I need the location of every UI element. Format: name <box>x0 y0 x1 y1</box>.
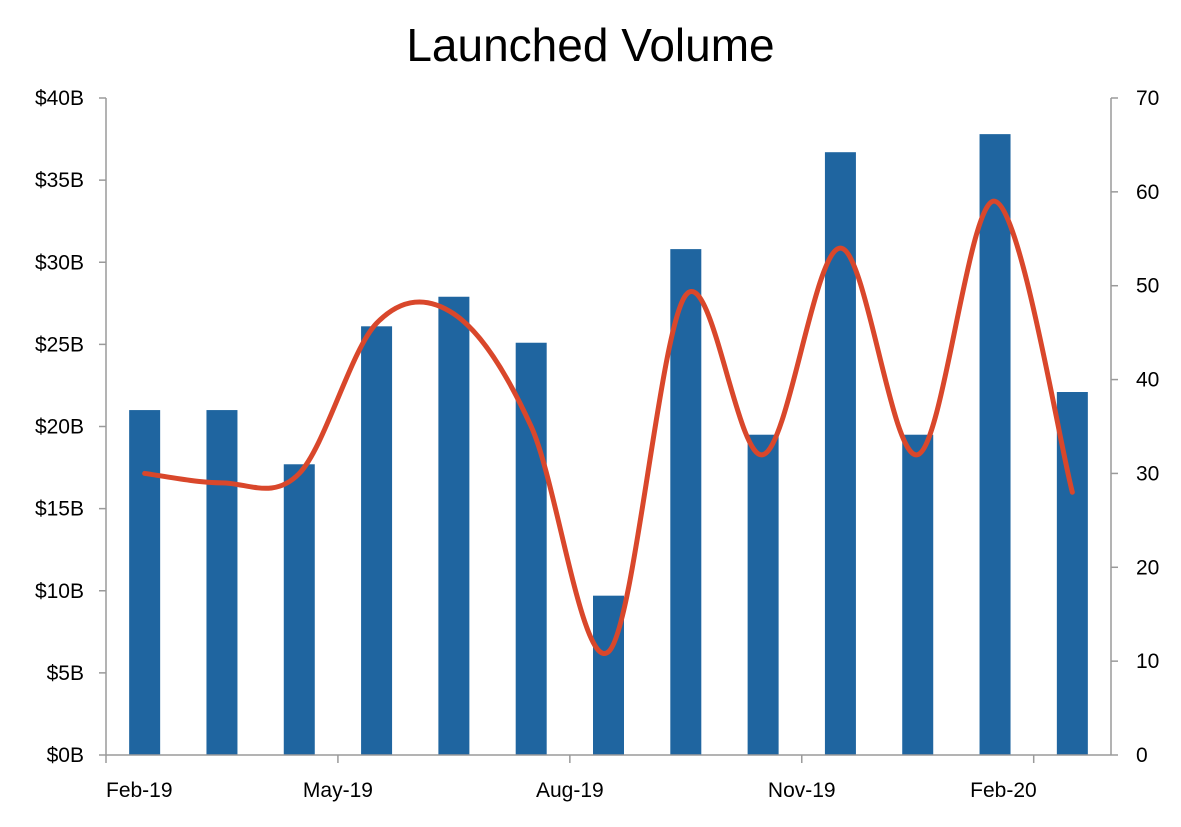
x-tick-label: May-19 <box>303 779 373 802</box>
bar <box>129 410 161 755</box>
bar <box>206 410 238 755</box>
axes <box>99 97 1118 763</box>
x-tick-label: Feb-19 <box>106 779 173 802</box>
bar <box>670 249 702 756</box>
left-tick-label: $5B <box>47 662 84 685</box>
right-tick-label: 60 <box>1136 181 1159 204</box>
left-tick-label: $15B <box>35 498 84 521</box>
right-tick-label: 20 <box>1136 556 1159 579</box>
bar <box>438 296 470 755</box>
right-tick-label: 30 <box>1136 462 1159 485</box>
chart-title: Launched Volume <box>406 19 775 71</box>
left-tick-label: $25B <box>35 333 84 356</box>
x-tick-label: Feb-20 <box>970 779 1037 802</box>
x-tick-label: Nov-19 <box>768 779 836 802</box>
bar <box>361 326 393 755</box>
right-tick-label: 70 <box>1136 87 1159 110</box>
right-tick-label: 50 <box>1136 275 1159 298</box>
left-tick-label: $10B <box>35 580 84 603</box>
right-tick-label: 40 <box>1136 369 1159 392</box>
left-tick-label: $35B <box>35 169 84 192</box>
bar <box>979 134 1011 755</box>
tick-labels: $0B $5B $10B $15B $20B $25B $30B $35B $40B 0 10 20 3… <box>35 87 1159 802</box>
left-tick-label: $30B <box>35 251 84 274</box>
left-tick-label: $20B <box>35 416 84 439</box>
bar <box>515 342 547 755</box>
bar <box>283 464 315 755</box>
line-series <box>142 198 1075 656</box>
bar <box>747 434 779 755</box>
bar-series <box>129 134 1088 756</box>
bar <box>824 152 856 755</box>
left-tick-label: $0B <box>47 744 84 767</box>
right-tick-label: 10 <box>1136 650 1159 673</box>
right-tick-label: 0 <box>1136 744 1148 767</box>
line-path <box>142 198 1075 656</box>
left-tick-label: $40B <box>35 87 84 110</box>
x-tick-label: Aug-19 <box>536 779 604 802</box>
bar <box>902 434 934 755</box>
